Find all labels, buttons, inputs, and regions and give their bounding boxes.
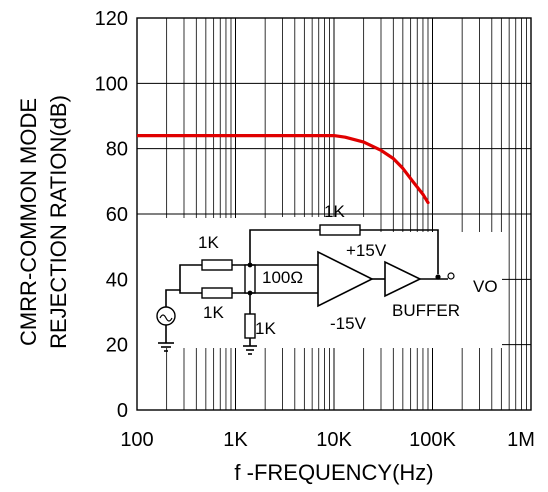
inset-circuit: 1K 1K 1K 1K 100Ω +15V -15V BUFFER VO bbox=[156, 202, 498, 355]
y-tick-label: 60 bbox=[106, 204, 128, 226]
cmrr-curve bbox=[137, 134, 430, 205]
buffer-label: BUFFER bbox=[392, 301, 460, 320]
signal-source-icon bbox=[156, 306, 176, 326]
y-tick-label: 0 bbox=[117, 400, 128, 422]
output-terminal bbox=[447, 272, 455, 280]
y-axis-title-line1: CMRR-COMMON MODE bbox=[16, 98, 41, 346]
r-ground-label: 1K bbox=[255, 319, 276, 338]
r-feedback-label: 1K bbox=[324, 202, 345, 221]
ground-icon-2 bbox=[243, 345, 257, 355]
v-neg-label: -15V bbox=[330, 314, 367, 333]
x-tick-labels: 100 1K 10K 100K 1M bbox=[120, 429, 535, 451]
resistor-feedback bbox=[319, 224, 361, 236]
resistor-in-bottom bbox=[201, 287, 233, 299]
resistor-in-top bbox=[201, 259, 233, 271]
r-balance-label: 100Ω bbox=[262, 268, 303, 287]
x-tick-label: 100 bbox=[120, 429, 153, 451]
r-in-top-label: 1K bbox=[198, 233, 219, 252]
plot-frame bbox=[136, 17, 532, 411]
x-tick-label: 10K bbox=[316, 429, 352, 451]
y-tick-label: 120 bbox=[95, 8, 128, 30]
y-tick-label: 80 bbox=[106, 139, 128, 161]
x-tick-label: 1K bbox=[223, 429, 248, 451]
x-tick-label: 1M bbox=[507, 429, 535, 451]
y-axis-title-line2: REJECTION RATION(dB) bbox=[46, 95, 71, 349]
y-tick-label: 20 bbox=[106, 335, 128, 357]
resistor-balance bbox=[244, 264, 256, 294]
r-in-bottom-label: 1K bbox=[203, 303, 224, 322]
output-label: VO bbox=[473, 277, 498, 296]
y-tick-label: 40 bbox=[106, 269, 128, 291]
y-tick-label: 100 bbox=[95, 73, 128, 95]
sine-wave-icon bbox=[159, 314, 173, 322]
resistor-ground bbox=[244, 313, 256, 339]
x-tick-label: 100K bbox=[409, 429, 456, 451]
v-pos-label: +15V bbox=[346, 241, 387, 260]
y-axis-title: CMRR-COMMON MODE REJECTION RATION(dB) bbox=[16, 95, 71, 349]
ground-icon bbox=[158, 342, 174, 352]
buffer-icon bbox=[384, 260, 422, 298]
y-tick-labels: 0 20 40 60 80 100 120 bbox=[95, 8, 128, 422]
x-axis-title: f -FREQUENCY(Hz) bbox=[234, 460, 433, 485]
opamp-icon bbox=[317, 250, 374, 308]
